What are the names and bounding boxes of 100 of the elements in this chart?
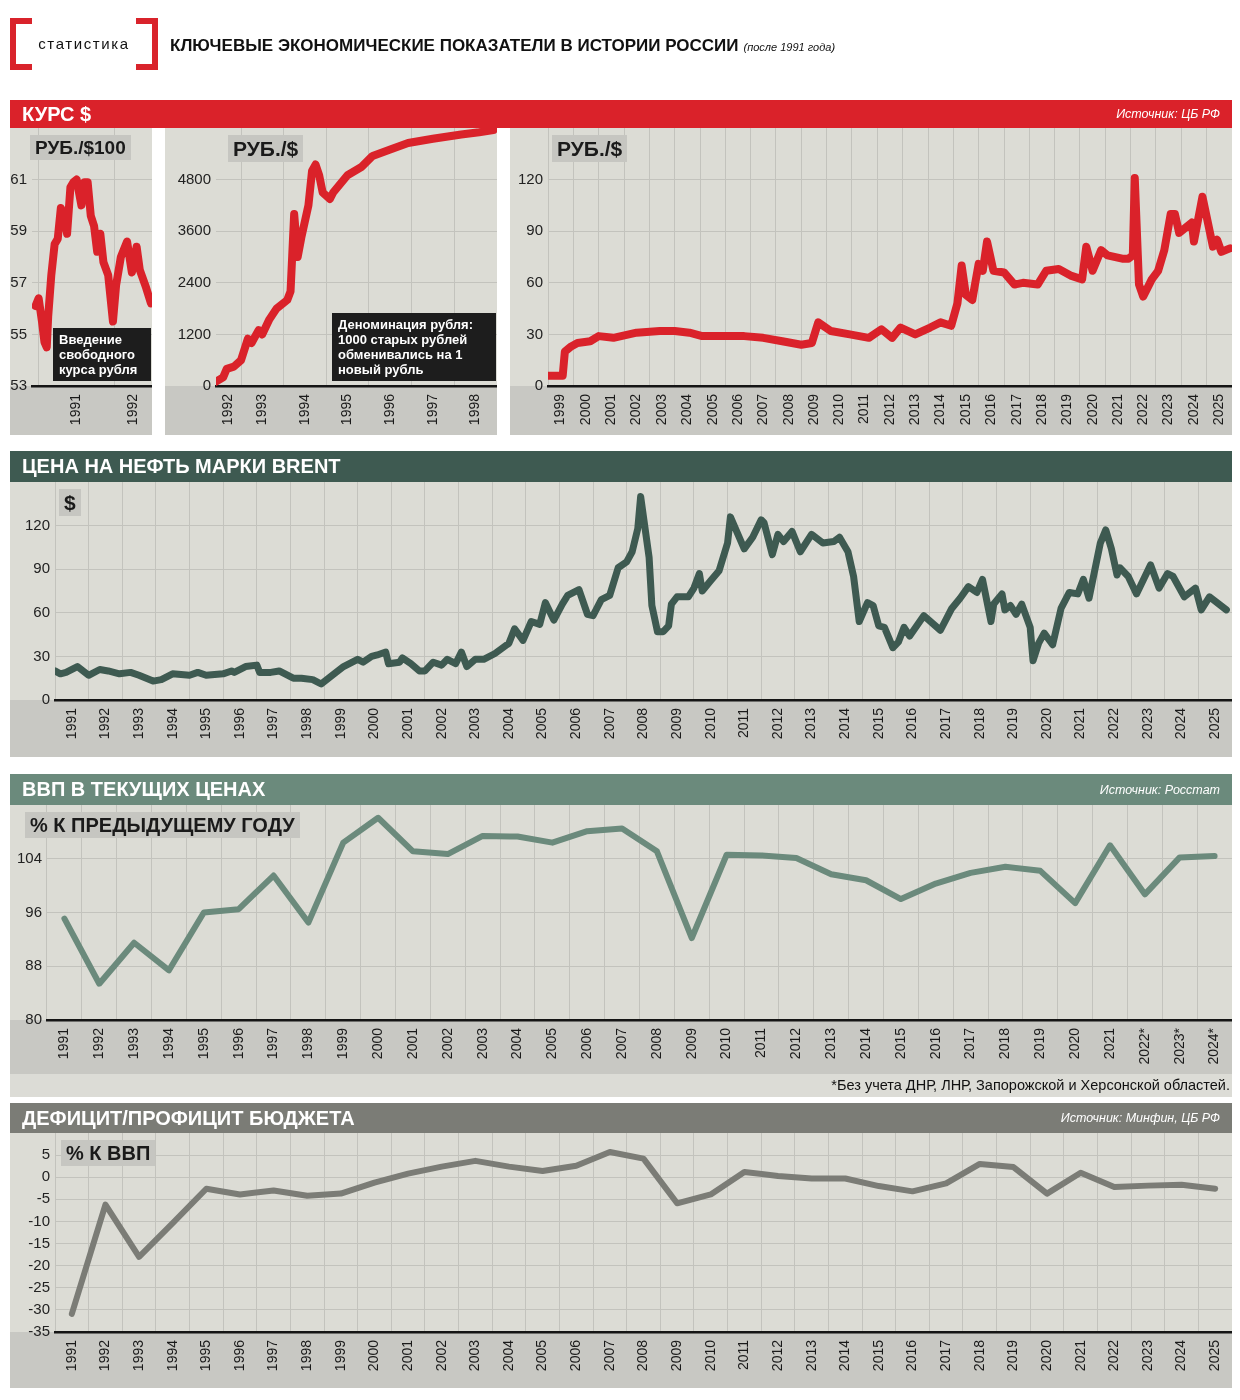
y-tick-label: 5 bbox=[41, 1145, 50, 1163]
x-tick-label: 2014 bbox=[836, 707, 853, 740]
x-tick-label: 2009 bbox=[804, 393, 821, 426]
x-tick-label: 2009 bbox=[682, 1027, 699, 1060]
y-tick-label: 59 bbox=[10, 221, 27, 239]
x-tick-label: 1998 bbox=[299, 1027, 316, 1060]
x-tick-label: 2021 bbox=[1071, 1339, 1088, 1372]
y-axis-title: РУБ./$100 bbox=[30, 135, 131, 160]
x-tick-label: 1995 bbox=[194, 1027, 211, 1060]
x-tick-label: 2024* bbox=[1205, 1027, 1222, 1065]
x-tick-label: 2012 bbox=[768, 707, 785, 740]
x-tick-label: 2015 bbox=[869, 1339, 886, 1372]
y-tick-label: 0 bbox=[41, 1167, 50, 1185]
x-tick-label: 1994 bbox=[295, 393, 312, 426]
x-tick-label: 2016 bbox=[982, 393, 999, 426]
x-tick-label: 1992 bbox=[219, 393, 236, 426]
x-tick-label: 2010 bbox=[701, 707, 718, 740]
x-tick-label: 1994 bbox=[159, 1027, 176, 1060]
x-tick-label: 1992 bbox=[123, 393, 140, 426]
x-tick-label: 2023 bbox=[1138, 1339, 1155, 1372]
x-tick-label: 2020 bbox=[1066, 1027, 1083, 1060]
x-tick-label: 2002 bbox=[432, 707, 449, 740]
x-tick-label: 2003 bbox=[466, 707, 483, 740]
x-tick-label: 2017 bbox=[937, 1339, 954, 1372]
y-tick-label: 60 bbox=[33, 602, 50, 620]
x-tick-label: 2022* bbox=[1135, 1027, 1152, 1065]
x-tick-label: 2013 bbox=[906, 393, 923, 426]
x-tick-label: 1995 bbox=[197, 707, 214, 740]
y-tick-label: 120 bbox=[517, 169, 543, 187]
x-tick-label: 2011 bbox=[855, 393, 872, 425]
x-tick-label: 2019 bbox=[1004, 707, 1021, 740]
x-tick-label: 2022 bbox=[1105, 1339, 1122, 1372]
x-tick-label: 2015 bbox=[891, 1027, 908, 1060]
y-tick-label: 120 bbox=[24, 515, 50, 533]
x-tick-label: 2018 bbox=[970, 707, 987, 740]
x-tick-label: 2016 bbox=[903, 1339, 920, 1372]
x-tick-label: 2010 bbox=[830, 393, 847, 426]
x-tick-label: 1992 bbox=[90, 1027, 107, 1060]
x-tick-label: 2018 bbox=[1032, 393, 1049, 426]
x-tick-label: 2019 bbox=[1004, 1339, 1021, 1372]
text: КЛЮЧЕВЫЕ ЭКОНОМИЧЕСКИЕ ПОКАЗАТЕЛИ В ИСТОРИИ РОССИИ bbox=[170, 36, 739, 55]
x-tick-label: 2020 bbox=[1037, 707, 1054, 740]
text: статистика bbox=[37, 35, 131, 53]
y-tick-label: 1200 bbox=[177, 324, 211, 342]
y-tick-label: 53 bbox=[10, 376, 27, 394]
x-tick-label: 2011 bbox=[735, 707, 752, 739]
x-tick-label: 1991 bbox=[62, 707, 79, 740]
x-tick-label: 2000 bbox=[576, 393, 593, 426]
x-tick-label: 1993 bbox=[129, 707, 146, 740]
x-tick-label: 1998 bbox=[466, 393, 483, 426]
x-tick-label: 2014 bbox=[856, 1027, 873, 1060]
y-tick-label: 30 bbox=[33, 646, 50, 664]
y-tick-label: 90 bbox=[526, 221, 543, 239]
x-tick-label: 1997 bbox=[264, 1339, 281, 1372]
text: (после 1991 года) bbox=[743, 41, 836, 53]
x-tick-label: 2001 bbox=[398, 707, 415, 740]
y-tick-label: 3600 bbox=[177, 221, 211, 239]
x-tick-label: 2001 bbox=[403, 1027, 420, 1060]
x-tick-label: 1991 bbox=[55, 1027, 72, 1060]
x-tick-label: 2012 bbox=[768, 1339, 785, 1372]
x-tick-label: 1999 bbox=[334, 1027, 351, 1060]
x-tick-label: 2008 bbox=[634, 1339, 651, 1372]
annotation: Деноминация рубля: 1000 старых рублей обменивались на 1 новый рубль bbox=[332, 313, 496, 381]
y-axis-title: $ bbox=[59, 489, 81, 516]
x-tick-label: 1991 bbox=[62, 1339, 79, 1372]
x-tick-label: 2003 bbox=[473, 1027, 490, 1060]
x-tick-label: 2006 bbox=[567, 1339, 584, 1372]
chart-title: ЦЕНА НА НЕФТЬ МАРКИ BRENT bbox=[22, 455, 341, 478]
x-tick-label: 2021 bbox=[1108, 393, 1125, 426]
x-tick-label: 2016 bbox=[903, 707, 920, 740]
x-tick-label: 2013 bbox=[802, 1339, 819, 1372]
x-tick-label: 1992 bbox=[96, 1339, 113, 1372]
y-tick-label: 90 bbox=[33, 559, 50, 577]
x-tick-label: 2007 bbox=[612, 1027, 629, 1060]
y-tick-label: 88 bbox=[25, 956, 42, 974]
y-tick-label: 96 bbox=[25, 902, 42, 920]
x-tick-label: 2000 bbox=[368, 1027, 385, 1060]
x-tick-label: 1992 bbox=[96, 707, 113, 740]
y-tick-label: 80 bbox=[25, 1010, 42, 1028]
y-tick-label: 0 bbox=[41, 690, 50, 708]
annotation: Введение свободного курса рубля bbox=[53, 328, 151, 381]
y-tick-label: 4800 bbox=[177, 169, 211, 187]
y-tick-label: -15 bbox=[28, 1233, 50, 1251]
x-tick-label: 1993 bbox=[124, 1027, 141, 1060]
x-tick-label: 2001 bbox=[602, 393, 619, 426]
x-tick-label: 2004 bbox=[499, 1339, 516, 1372]
x-tick-label: 2002 bbox=[438, 1027, 455, 1060]
x-tick-label: 1997 bbox=[264, 707, 281, 740]
x-tick-label: 2013 bbox=[802, 707, 819, 740]
x-tick-label: 2023 bbox=[1138, 707, 1155, 740]
x-tick-label: 2010 bbox=[717, 1027, 734, 1060]
x-tick-label: 1994 bbox=[163, 1339, 180, 1372]
x-tick-label: 2005 bbox=[533, 1339, 550, 1372]
x-tick-label: 1991 bbox=[67, 393, 84, 426]
y-tick-label: -30 bbox=[28, 1300, 50, 1318]
y-tick-label: -35 bbox=[28, 1322, 50, 1340]
x-tick-label: 1998 bbox=[298, 1339, 315, 1372]
x-tick-label: 1993 bbox=[253, 393, 270, 426]
y-tick-label: -20 bbox=[28, 1255, 50, 1273]
x-tick-label: 1999 bbox=[331, 1339, 348, 1372]
